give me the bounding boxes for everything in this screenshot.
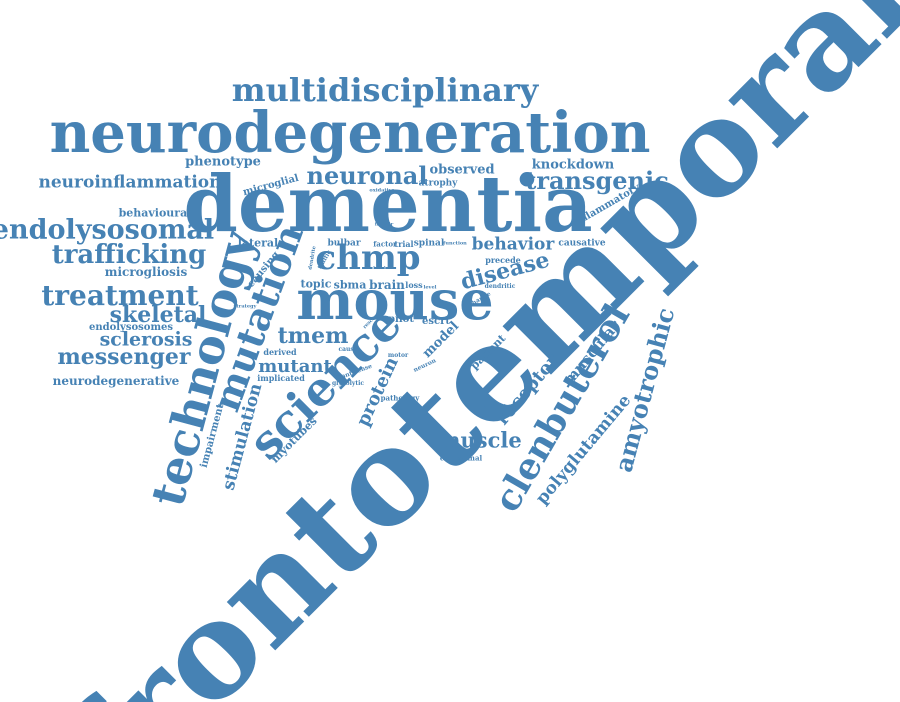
word-endolysosomal: endolysosomal bbox=[0, 214, 215, 246]
word-dementia: dementia bbox=[183, 159, 593, 250]
word-oxidative: oxidative bbox=[369, 187, 395, 194]
word-pilot: pilot bbox=[388, 314, 414, 325]
word-brain: brain bbox=[369, 278, 405, 292]
word-messenger: messenger bbox=[57, 344, 191, 370]
word-impair: impair bbox=[374, 221, 394, 228]
word-tmem: tmem bbox=[277, 323, 349, 349]
word-endosomal: endosomal bbox=[439, 453, 483, 463]
word-mouse: mouse bbox=[296, 268, 494, 332]
word-transgenic: transgenic bbox=[525, 166, 669, 195]
word-escrt: escrt bbox=[422, 316, 450, 327]
word-muscle: muscle bbox=[438, 427, 522, 453]
word-bulbar: bulbar bbox=[327, 238, 361, 249]
word-behavioural: behavioural bbox=[118, 206, 192, 220]
word-neuroinflammation: neuroinflammation bbox=[38, 172, 222, 193]
word-cause: cause bbox=[338, 346, 358, 353]
word-topic: topic bbox=[300, 277, 332, 291]
word-knockdown: knockdown bbox=[531, 157, 615, 173]
word-function: function bbox=[443, 240, 467, 247]
word-trial: trial bbox=[394, 239, 414, 249]
word-behavior: behavior bbox=[471, 234, 555, 255]
word-strategy: strategy bbox=[233, 303, 257, 310]
word-branching: branching bbox=[475, 402, 517, 412]
word-sclerosis: sclerosis bbox=[99, 328, 193, 351]
word-motor: motor bbox=[387, 352, 409, 359]
word-neurodegenerative: neurodegenerative bbox=[52, 374, 180, 388]
word-level: level bbox=[423, 284, 437, 291]
word-multidisciplinary: multidisciplinary bbox=[231, 71, 539, 109]
word-trafficking: trafficking bbox=[51, 240, 207, 270]
word-causative: causative bbox=[558, 238, 606, 249]
word-endolysosomes: endolysosomes bbox=[88, 322, 174, 333]
word-spinal: spinal bbox=[413, 238, 445, 249]
word-mutant: mutant bbox=[258, 356, 332, 377]
word-neuronal: neuronal bbox=[306, 161, 428, 190]
word-derived: derived bbox=[263, 347, 297, 357]
word-knock: knock bbox=[373, 265, 387, 270]
word-chmp: chmp bbox=[315, 238, 421, 278]
word-phenotype: phenotype bbox=[185, 154, 261, 170]
word-sbma: sbma bbox=[333, 278, 367, 292]
word-microgliosis: microgliosis bbox=[104, 265, 188, 279]
word-factor: factor bbox=[373, 239, 397, 249]
word-implicated: implicated bbox=[257, 373, 305, 383]
word-dendritic: dendritic bbox=[484, 283, 516, 290]
word-observed: observed bbox=[429, 162, 495, 178]
word-lateral: lateral bbox=[237, 236, 279, 250]
word-skeletal: skeletal bbox=[109, 302, 207, 328]
word-pathology: pathology bbox=[380, 393, 420, 403]
word-atrophy: atrophy bbox=[418, 178, 458, 189]
word-precede: precede bbox=[485, 255, 521, 265]
word-neurodegeneration: neurodegeneration bbox=[49, 100, 651, 166]
word-loss: loss bbox=[405, 280, 423, 290]
word-glycolytic: glycolytic bbox=[331, 380, 365, 387]
word-treatment: treatment bbox=[41, 279, 199, 312]
